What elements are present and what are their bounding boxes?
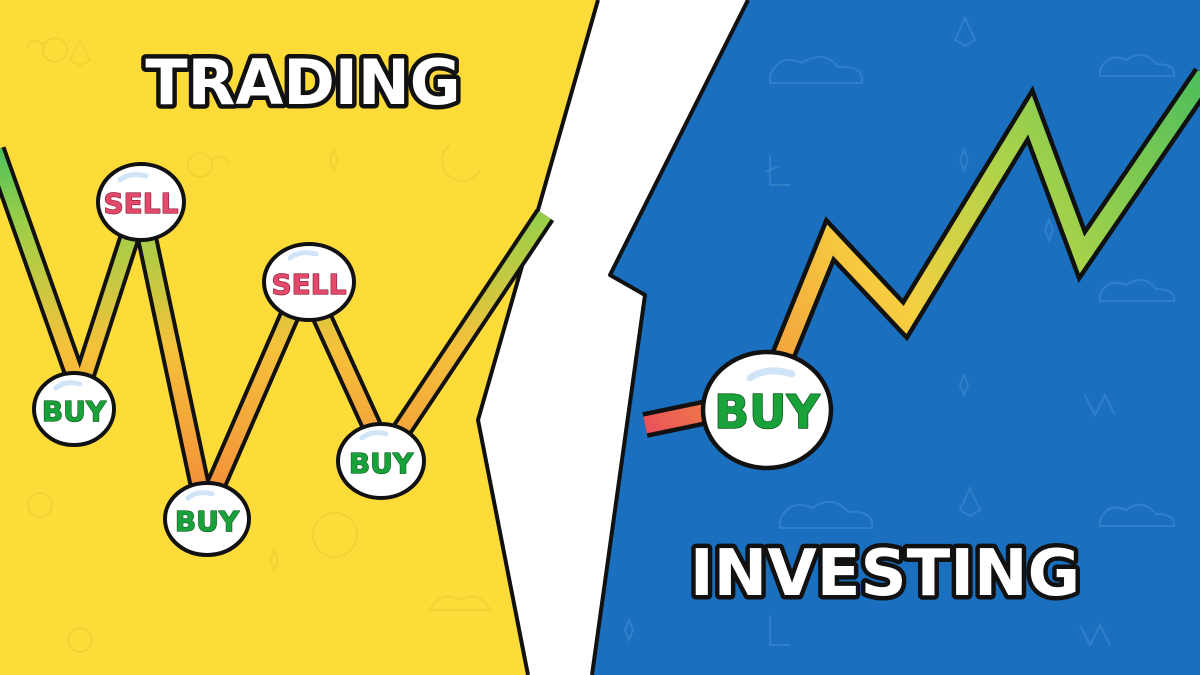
buy-label: BUY xyxy=(42,395,107,428)
sparkle-icon xyxy=(328,147,340,173)
cloud-icon xyxy=(1099,503,1176,527)
cloud-icon xyxy=(428,595,492,611)
sparkle-icon xyxy=(623,617,635,643)
winged-coin-icon xyxy=(67,627,93,653)
litecoin-icon xyxy=(769,615,790,646)
buy-label: BUY xyxy=(714,385,820,439)
winged-coin-icon xyxy=(187,152,229,178)
ethereum-icon xyxy=(953,15,977,48)
sell-bubble-1: SELL xyxy=(96,162,186,242)
sparkle-icon xyxy=(1043,217,1055,243)
winged-coin-icon xyxy=(26,37,68,63)
lightning-edge-right xyxy=(590,0,750,675)
sparkle-icon xyxy=(268,547,280,573)
cloud-icon xyxy=(769,56,864,84)
sell-label: SELL xyxy=(272,268,347,301)
winged-coin-icon xyxy=(27,492,53,518)
winged-coin-icon xyxy=(1084,392,1116,418)
bitcoin-icon xyxy=(312,512,358,558)
investing-title: INVESTING xyxy=(690,537,1080,611)
trading-doodles xyxy=(26,37,492,653)
lightning-edge-left xyxy=(476,0,600,675)
buy-label: BUY xyxy=(175,505,240,538)
ethereum-icon xyxy=(958,485,982,518)
sparkle-icon xyxy=(958,147,970,173)
sell-label: SELL xyxy=(104,187,179,220)
buy-label: BUY xyxy=(349,447,414,480)
magnet-icon xyxy=(441,144,481,182)
trading-title: TRADING xyxy=(145,46,460,119)
cloud-icon xyxy=(1099,278,1176,302)
sell-bubble-2: SELL xyxy=(262,242,356,322)
buy-bubble-1: BUY xyxy=(32,371,116,447)
buy-bubble-2: BUY xyxy=(163,481,251,557)
buy-bubble-3: BUY xyxy=(336,422,426,500)
sparkle-icon xyxy=(958,372,970,398)
buy-bubble-investing: BUY xyxy=(700,349,834,471)
cloud-icon xyxy=(1099,53,1176,77)
winged-coin-icon xyxy=(1079,622,1111,648)
investing-doodles xyxy=(623,15,1176,648)
ethereum-icon xyxy=(68,37,92,68)
cloud-icon xyxy=(779,501,874,529)
litecoin-icon xyxy=(764,155,790,186)
